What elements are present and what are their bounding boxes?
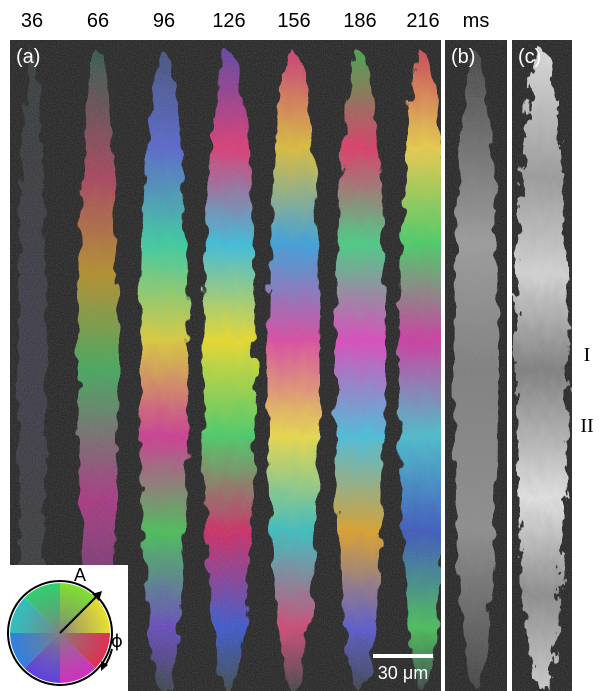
- time-label-96: 96: [152, 10, 176, 32]
- panel-b-label: (b): [451, 46, 476, 68]
- legend-phase-label: ϕ: [111, 631, 123, 652]
- scale-bar-label: 30 μm: [377, 663, 429, 683]
- region-label-two: II: [580, 415, 594, 437]
- time-label-66: 66: [86, 10, 110, 32]
- panel-c-image: [512, 40, 572, 691]
- amplitude-arrowhead: [92, 591, 102, 601]
- amplitude-arrow: [59, 592, 101, 634]
- panel-b: (b): [445, 40, 507, 691]
- legend-amplitude-label: A: [74, 565, 86, 585]
- panel-a-image: [10, 40, 441, 691]
- scale-bar: [373, 654, 433, 658]
- panel-a-label: (a): [16, 46, 41, 68]
- panel-a: (a): [10, 40, 441, 691]
- panel-b-image: [445, 40, 507, 691]
- time-label-36: 36: [20, 10, 44, 32]
- time-label-156: 156: [277, 10, 311, 32]
- panel-c-label: (c): [518, 46, 542, 68]
- time-unit-label: ms: [462, 10, 490, 32]
- color-wheel-legend: A ϕ: [0, 565, 128, 691]
- color-wheel-border: [7, 580, 113, 686]
- time-label-216: 216: [406, 10, 440, 32]
- region-label-one: I: [583, 344, 591, 366]
- phase-arc-arrowhead: [101, 661, 108, 671]
- time-label-186: 186: [343, 10, 377, 32]
- time-label-126: 126: [212, 10, 246, 32]
- panel-c: (c): [512, 40, 572, 691]
